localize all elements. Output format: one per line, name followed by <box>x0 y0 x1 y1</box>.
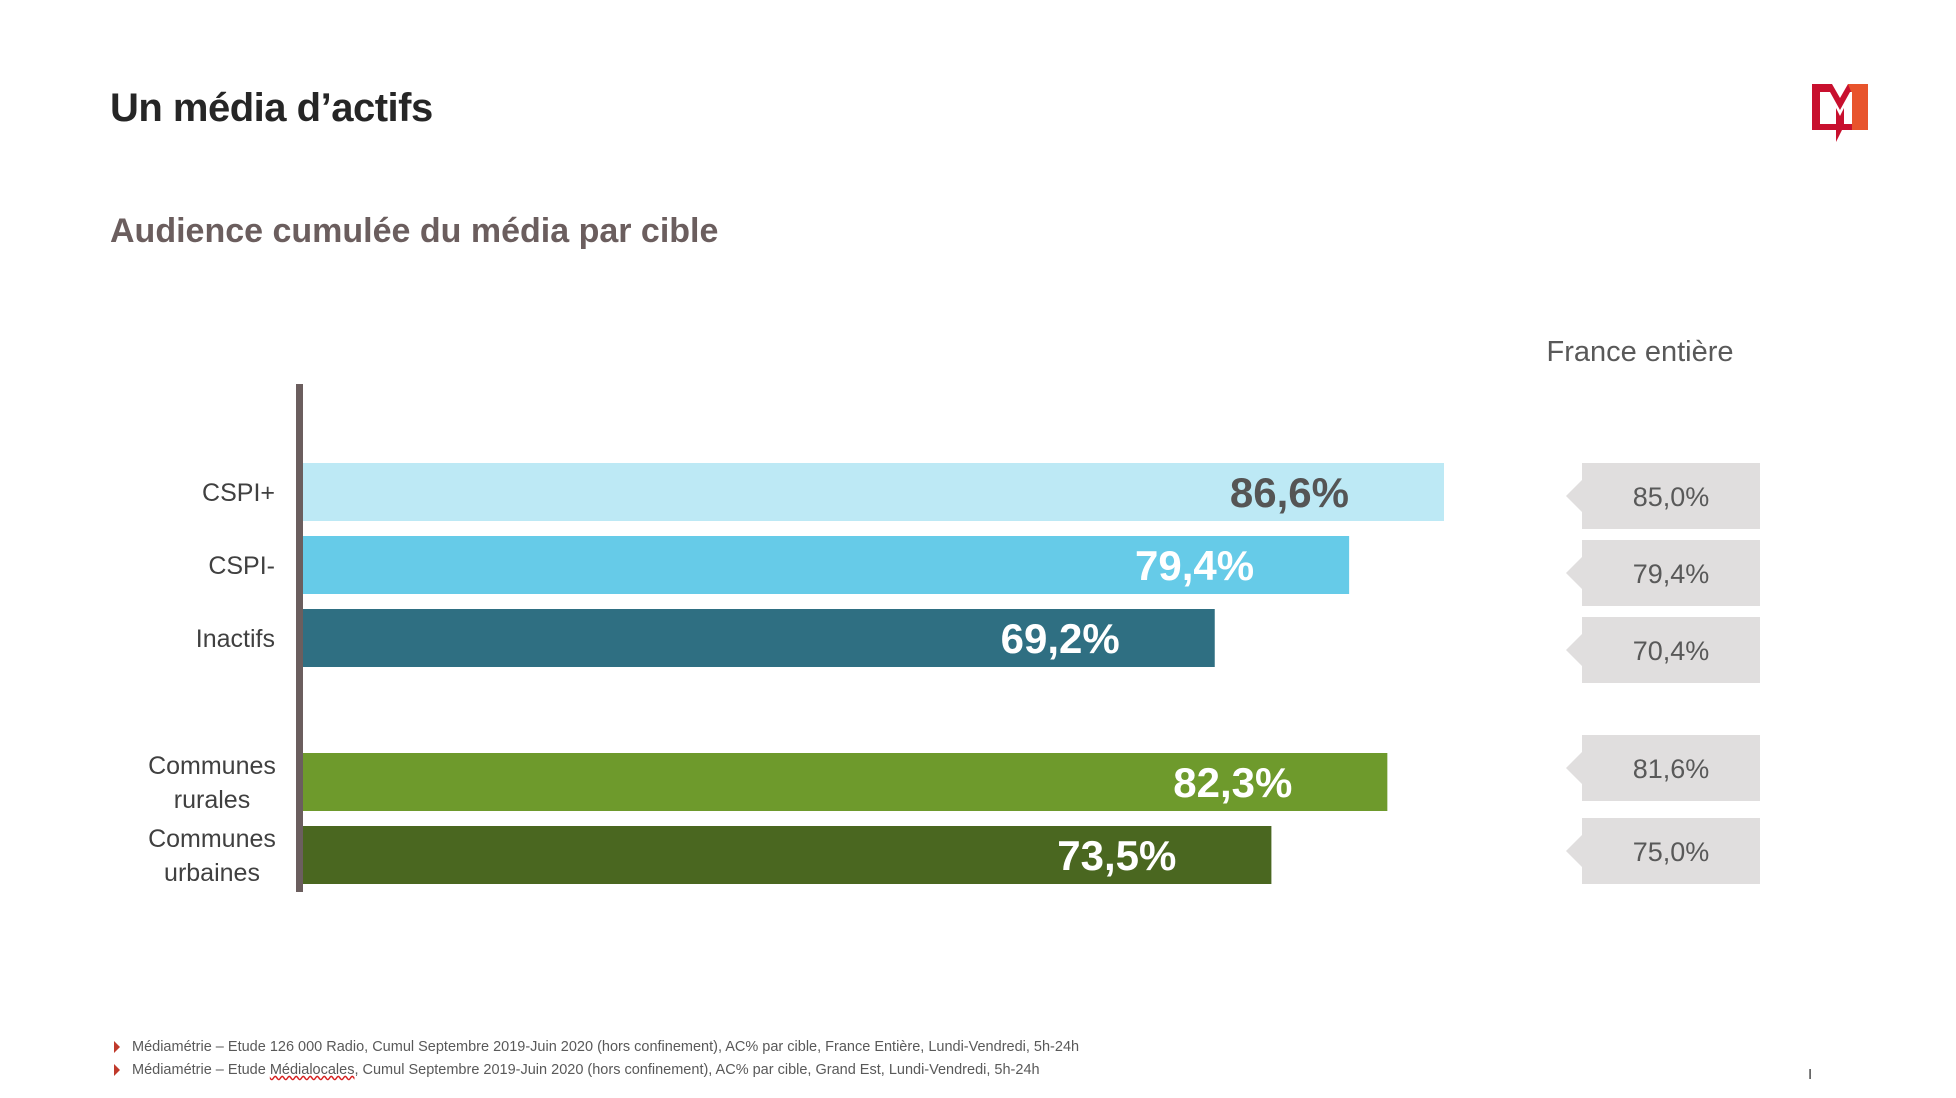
bar-value-label-4: 82,3% <box>1173 759 1292 806</box>
page-title: Un média d’actifs <box>110 86 433 130</box>
category-label-2: CSPI- <box>208 552 275 580</box>
category-label-line: rurales <box>174 786 250 814</box>
triangle-bullet-icon <box>114 1041 120 1053</box>
bar-3 <box>303 609 1215 667</box>
triangle-bullet-icon <box>114 1064 120 1076</box>
footnote-1-text: Médiamétrie – Etude 126 000 Radio, Cumul… <box>132 1039 1080 1055</box>
reference-callout-4 <box>1566 735 1760 801</box>
reference-value-5: 75,0% <box>1633 837 1710 867</box>
reference-callout-5 <box>1566 818 1760 884</box>
category-label-3: Inactifs <box>196 625 275 653</box>
category-label-4: Communes rurales <box>148 752 276 814</box>
chart-subtitle: Audience cumulée du média par cible <box>110 212 719 250</box>
page-number: I <box>1808 1066 1813 1083</box>
footnote-2-text-start: Médiamétrie – Etude <box>132 1062 270 1078</box>
reference-value-1: 85,0% <box>1633 482 1710 512</box>
category-label-line: Inactifs <box>196 625 275 653</box>
bar-5 <box>303 826 1272 884</box>
footnote-2-spellcheck-word: Médialocales <box>269 1062 355 1078</box>
category-label-5: Communes urbaines <box>148 825 276 887</box>
category-label-1: CSPI+ <box>202 479 275 507</box>
bar-chart: 86,6% CSPI+ 85,0% 79,4% CSPI- 79,4% 69,2% Inact… <box>148 384 1760 892</box>
category-label-line: Communes <box>148 752 276 780</box>
value-axis-line <box>296 384 303 892</box>
reference-callout-3 <box>1566 617 1760 683</box>
bar-2 <box>303 536 1350 594</box>
bar-value-label-2: 79,4% <box>1135 542 1254 589</box>
category-label-line: urbaines <box>164 859 260 887</box>
bar-value-label-5: 73,5% <box>1057 832 1176 879</box>
bar-4 <box>303 753 1388 811</box>
reference-callout-1 <box>1566 463 1760 529</box>
m-logo-icon <box>1812 84 1868 142</box>
category-label-line: Communes <box>148 825 276 853</box>
footnote-2: Médiamétrie – Etude Médialocales, Cumul … <box>114 1059 1079 1082</box>
category-label-line: CSPI- <box>208 552 275 580</box>
footnote-2-text-end: , Cumul Septembre 2019-Juin 2020 (hors c… <box>354 1062 1040 1078</box>
bar-value-label-1: 86,6% <box>1230 469 1349 516</box>
bar-1 <box>303 463 1444 521</box>
reference-title: France entière <box>1546 336 1734 368</box>
reference-callout-2 <box>1566 540 1760 606</box>
bar-value-label-3: 69,2% <box>1001 615 1120 662</box>
reference-value-2: 79,4% <box>1633 559 1710 589</box>
category-label-line: CSPI+ <box>202 479 275 507</box>
reference-value-3: 70,4% <box>1633 636 1710 666</box>
reference-value-4: 81,6% <box>1633 754 1710 784</box>
footnote-1: Médiamétrie – Etude 126 000 Radio, Cumul… <box>114 1036 1079 1059</box>
footnotes: Médiamétrie – Etude 126 000 Radio, Cumul… <box>114 1036 1079 1082</box>
